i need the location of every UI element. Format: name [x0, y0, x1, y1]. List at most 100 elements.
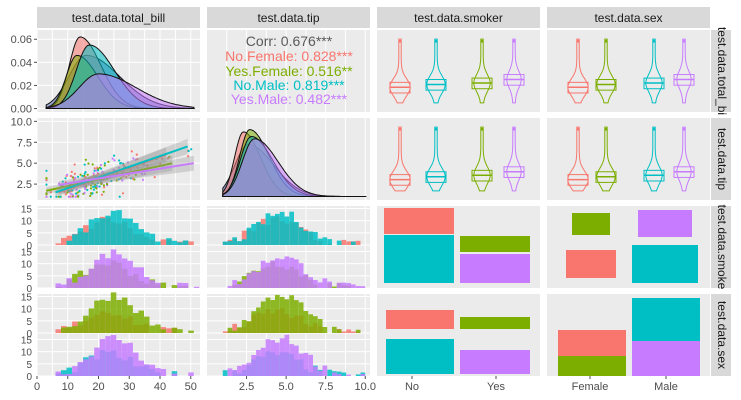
- hist-bar: [241, 364, 247, 376]
- hist-bar: [77, 362, 84, 376]
- scatter-point: [77, 195, 80, 198]
- row-strip-label: test.data.sex: [715, 301, 729, 369]
- correlation-panel: Corr: 0.676*** No.Female: 0.828*** Yes.F…: [225, 33, 353, 107]
- scatter-point: [66, 191, 69, 194]
- y-tick-label: 10: [21, 217, 33, 228]
- hist-bar: [83, 359, 89, 376]
- y-tick-label: 0.04: [11, 57, 32, 69]
- hist-bar: [241, 320, 247, 333]
- tile-yes-male: [460, 254, 530, 283]
- scatter-point: [92, 188, 95, 191]
- hist-bar: [260, 301, 266, 333]
- tile-yes-female-sex: [460, 317, 530, 329]
- scatter-point: [95, 174, 98, 177]
- hist-bar: [188, 372, 194, 376]
- scatter-point: [187, 149, 190, 153]
- hist-bar: [256, 350, 261, 376]
- hist-bar: [251, 224, 256, 245]
- y-tick-label: 0: [26, 284, 32, 295]
- outlier: [512, 39, 516, 43]
- scatter-point: [96, 185, 99, 188]
- hist-bar: [116, 300, 122, 333]
- column-strip: [547, 7, 710, 28]
- hist-bar: [346, 283, 351, 288]
- hist-bar: [232, 280, 237, 288]
- scatter-point: [45, 192, 48, 195]
- tile-female-top: [558, 330, 626, 356]
- hist-bar: [351, 284, 356, 288]
- scatter-point: [101, 170, 104, 173]
- hist-bar: [270, 340, 275, 376]
- hist-bar: [313, 366, 318, 376]
- hist-bar: [99, 253, 106, 288]
- scatter-point: [66, 173, 69, 176]
- hist-bar: [313, 232, 318, 245]
- hist-bar: [303, 230, 309, 245]
- hist-bar: [241, 239, 247, 245]
- y-tick-label: 10: [21, 348, 33, 359]
- scatter-point: [71, 193, 74, 196]
- hist-bar: [116, 254, 122, 288]
- column-strip-label: test.data.total_bill: [72, 11, 165, 25]
- hist-bar: [88, 308, 95, 333]
- scatter-point: [90, 176, 93, 179]
- scatter-point: [187, 155, 190, 158]
- hist-bar: [166, 238, 172, 245]
- outlier: [682, 39, 686, 43]
- hist-bar: [227, 241, 233, 245]
- hist-bar: [360, 374, 366, 376]
- hist-bar: [275, 294, 280, 333]
- hist-bar: [360, 286, 366, 288]
- y-tick-label: 0: [26, 372, 32, 383]
- scatter-point: [135, 153, 138, 156]
- hist-bar: [110, 249, 117, 288]
- hist-bar: [138, 360, 144, 376]
- hist-bar: [355, 286, 361, 288]
- scatter-point: [136, 166, 139, 169]
- scatter-point: [79, 173, 82, 176]
- scatter-point: [91, 163, 94, 166]
- hist-bar: [308, 354, 313, 376]
- hist-bar: [55, 371, 61, 376]
- hist-bar: [88, 356, 95, 376]
- hist-bar: [241, 230, 247, 245]
- column-strip: [207, 7, 370, 28]
- hist-bar: [227, 285, 233, 288]
- hist-bar: [188, 330, 194, 333]
- x-tick-label: 10.0: [355, 381, 376, 393]
- outlier: [398, 127, 402, 131]
- hist-bar: [94, 300, 100, 333]
- scatter-point: [73, 172, 76, 175]
- hist-bar: [351, 241, 356, 245]
- hist-bar: [246, 362, 252, 376]
- outlier: [480, 127, 484, 131]
- scatter-point: [125, 175, 128, 179]
- hist-bar: [327, 369, 332, 376]
- column-strip-label: test.data.sex: [594, 11, 662, 25]
- hist-bar: [155, 241, 161, 245]
- scatter-point: [59, 195, 62, 198]
- scatter-point: [90, 184, 93, 187]
- x-tick-label: Male: [654, 381, 678, 393]
- scatter-point: [93, 169, 96, 172]
- x-tick-label: 50: [185, 381, 197, 393]
- hist-bar: [188, 241, 194, 245]
- hist-bar: [284, 334, 290, 376]
- hist-bar: [77, 228, 84, 245]
- scatter-point: [72, 178, 76, 181]
- scatter-point: [87, 162, 90, 165]
- scatter-point: [122, 175, 125, 178]
- tile-yes-male-sex: [460, 350, 530, 374]
- scatter-point: [89, 192, 93, 195]
- scatter-point: [107, 160, 110, 163]
- scatter-point: [120, 177, 123, 180]
- scatter-point: [72, 176, 75, 179]
- hist-bar: [105, 258, 111, 288]
- scatter-point: [97, 169, 100, 172]
- row-strip-label: test.data.tip: [715, 128, 729, 190]
- hist-bar: [160, 369, 167, 376]
- scatter-point: [84, 158, 87, 161]
- tile-female-no: [566, 250, 616, 278]
- scatter-point: [117, 178, 120, 181]
- tile-no-male: [384, 235, 454, 283]
